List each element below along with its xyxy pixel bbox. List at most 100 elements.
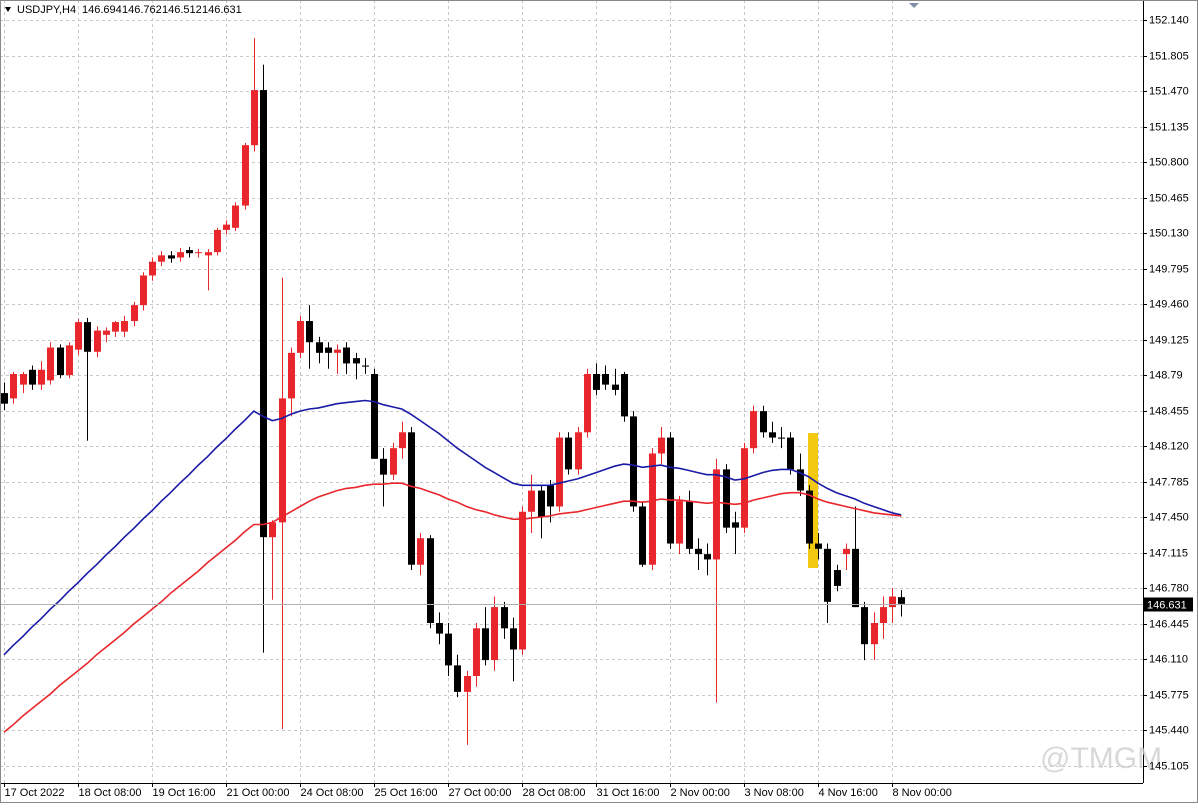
candle-body <box>29 369 36 385</box>
moving-average <box>3 482 902 733</box>
menu-icon[interactable] <box>5 7 11 12</box>
candle-body <box>584 374 591 433</box>
candle-body <box>612 384 619 390</box>
candle-body <box>205 252 212 256</box>
y-tick-label: 152.140 <box>1149 14 1189 26</box>
candle-body <box>797 469 804 491</box>
candle-body <box>565 437 572 470</box>
candle-body <box>149 261 156 276</box>
candle-body <box>741 448 748 528</box>
y-tick-label: 146.445 <box>1149 618 1189 630</box>
candle-body <box>75 322 82 350</box>
candle-body <box>10 374 17 399</box>
candle-body <box>390 448 397 475</box>
header-high: 146.762 <box>122 4 162 16</box>
candle-body <box>686 501 693 549</box>
candle-body <box>260 90 267 538</box>
candle-body <box>667 437 674 544</box>
y-tick-label: 150.800 <box>1149 156 1189 168</box>
candle-body <box>593 374 600 390</box>
y-tick-label: 150.465 <box>1149 192 1189 204</box>
candle-body <box>658 437 665 454</box>
candle-body <box>380 458 387 475</box>
candle-body <box>547 485 554 507</box>
candle-body <box>889 596 896 608</box>
moving-average <box>3 399 902 656</box>
watermark: @TMGM <box>1040 742 1162 775</box>
candle-body <box>186 250 193 254</box>
candle-body <box>538 490 545 518</box>
candle-body <box>787 437 794 470</box>
candle-body <box>306 321 313 343</box>
y-tick-label: 145.440 <box>1149 724 1189 736</box>
candle-body <box>371 374 378 459</box>
x-tick-label: 19 Oct 16:00 <box>153 787 216 799</box>
candle-body <box>454 665 461 692</box>
candle-body <box>806 490 813 544</box>
candle-body <box>528 490 535 512</box>
y-tick-label: 146.780 <box>1149 582 1189 594</box>
x-tick-label: 21 Oct 00:00 <box>227 787 290 799</box>
candle-body <box>168 255 175 259</box>
x-tick-label: 27 Oct 00:00 <box>449 787 512 799</box>
y-tick-label: 145.775 <box>1149 689 1189 701</box>
candle-body <box>334 349 341 353</box>
candle-body <box>445 633 452 666</box>
x-tick-label: 8 Nov 00:00 <box>893 787 952 799</box>
candle-body <box>713 469 720 560</box>
candle-body <box>325 347 332 353</box>
y-tick-label: 147.450 <box>1149 511 1189 523</box>
candle-body <box>288 352 295 399</box>
candle-body <box>417 538 424 565</box>
y-tick-label: 150.130 <box>1149 227 1189 239</box>
candle-body <box>121 321 128 332</box>
y-tick-label: 151.470 <box>1149 85 1189 97</box>
y-tick-label: 148.79 <box>1149 369 1183 381</box>
candle-body <box>464 675 471 692</box>
candle-body <box>131 305 138 322</box>
shift-marker[interactable] <box>909 3 919 8</box>
x-tick-label: 24 Oct 08:00 <box>301 787 364 799</box>
candle-body <box>769 432 776 438</box>
header-close: 146.631 <box>202 4 242 16</box>
candle-body <box>343 347 350 364</box>
y-tick-label: 148.120 <box>1149 440 1189 452</box>
candle-body <box>436 623 443 634</box>
x-tick-label: 18 Oct 08:00 <box>79 787 142 799</box>
candle-body <box>57 347 64 376</box>
y-tick-label: 149.795 <box>1149 263 1189 275</box>
candle-body <box>630 416 637 507</box>
x-tick-label: 3 Nov 08:00 <box>745 787 804 799</box>
candle-body <box>695 548 702 555</box>
x-tick-label: 17 Oct 2022 <box>5 787 65 799</box>
candle-body <box>519 511 526 650</box>
y-tick-label: 145.105 <box>1149 760 1189 772</box>
candle-body <box>760 411 767 433</box>
candle-body <box>676 501 683 544</box>
candle-body <box>316 342 323 353</box>
candle-body <box>251 90 258 146</box>
candle-body <box>353 358 360 364</box>
x-tick-label: 25 Oct 16:00 <box>375 787 438 799</box>
candle-body <box>815 543 822 549</box>
candle-body <box>778 437 785 439</box>
y-tick-label: 146.110 <box>1149 653 1188 665</box>
candle-body <box>20 374 27 385</box>
candle-body <box>84 322 91 352</box>
candle-body <box>861 607 868 645</box>
y-tick-label: 151.805 <box>1149 50 1189 62</box>
last-price-label: 146.631 <box>1147 599 1187 611</box>
candle-body <box>158 255 165 262</box>
header-open: 146.694 <box>82 4 122 16</box>
candle-body <box>704 554 711 560</box>
candle-body <box>491 607 498 661</box>
candle-body <box>38 369 45 385</box>
candle-body <box>649 453 656 565</box>
candle-body <box>898 597 905 604</box>
candle-body <box>140 275 147 306</box>
y-tick-label: 147.115 <box>1149 547 1188 559</box>
candle-body <box>297 321 304 353</box>
candle-body <box>66 345 73 376</box>
